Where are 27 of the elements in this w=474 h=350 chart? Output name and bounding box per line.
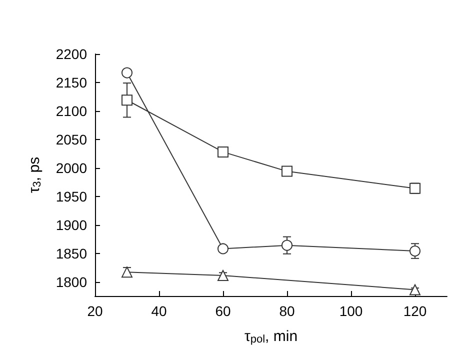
x-tick-label: 120: [403, 303, 427, 319]
x-tick-label: 20: [87, 303, 103, 319]
point: [410, 284, 420, 296]
point: [122, 67, 132, 78]
y-tick-label: 2000: [56, 160, 88, 176]
y-tick-label: 2200: [56, 46, 88, 62]
y-tick-label: 1950: [56, 188, 88, 204]
y-axis-title: τ3, ps: [26, 156, 44, 194]
x-tick-label: 60: [215, 303, 231, 319]
y-tick-label: 2100: [56, 102, 88, 119]
point: [122, 266, 132, 278]
x-tick-label: 100: [339, 303, 363, 319]
x-tick-label: 40: [151, 303, 167, 319]
point: [282, 240, 292, 251]
point: [282, 166, 292, 177]
y-tick-label: 2050: [56, 131, 88, 148]
y-tick-label: 1850: [56, 245, 88, 262]
point: [122, 94, 132, 106]
point: [410, 246, 420, 257]
x-axis-title: τpol, min: [244, 328, 298, 346]
y-tick-label: 1900: [56, 216, 88, 233]
point: [218, 243, 228, 254]
y-tick-label: 2150: [56, 74, 88, 90]
point: [218, 270, 228, 281]
point: [218, 146, 228, 158]
y-tick-label: 1800: [56, 274, 88, 290]
x-tick-label: 80: [279, 303, 295, 319]
